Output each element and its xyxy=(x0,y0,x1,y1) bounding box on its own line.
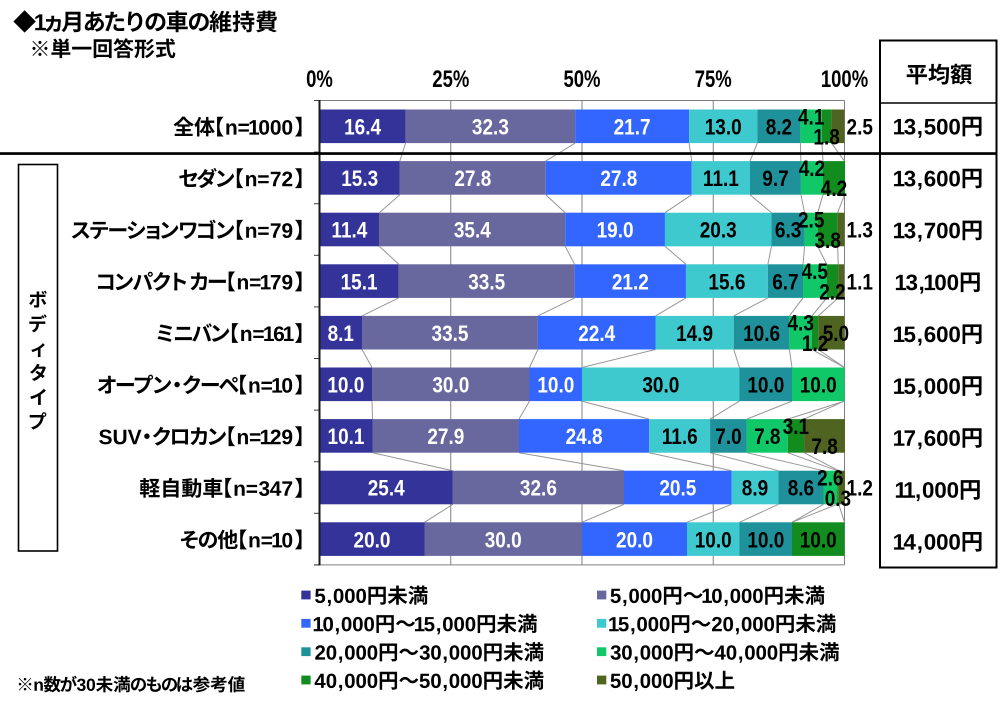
svg-text:7.8: 7.8 xyxy=(811,435,837,460)
svg-text:8.1: 8.1 xyxy=(328,322,354,347)
svg-text:25%: 25% xyxy=(432,66,469,93)
svg-text:10.0: 10.0 xyxy=(747,373,784,398)
svg-text:9.7: 9.7 xyxy=(762,167,788,192)
svg-text:0.3: 0.3 xyxy=(825,487,851,512)
svg-text:25.4: 25.4 xyxy=(368,476,406,501)
svg-text:27.8: 27.8 xyxy=(454,167,491,192)
svg-text:22.4: 22.4 xyxy=(578,322,616,347)
svg-text:32.6: 32.6 xyxy=(520,476,557,501)
svg-text:100%: 100% xyxy=(821,66,868,93)
svg-text:33.5: 33.5 xyxy=(432,322,469,347)
svg-text:35.4: 35.4 xyxy=(454,218,492,243)
svg-text:11.4: 11.4 xyxy=(331,218,367,243)
svg-text:2.5: 2.5 xyxy=(847,115,873,140)
svg-text:2.6: 2.6 xyxy=(817,466,843,491)
svg-text:20.3: 20.3 xyxy=(700,218,737,243)
svg-text:15.1: 15.1 xyxy=(341,270,378,295)
svg-text:8.6: 8.6 xyxy=(788,476,814,501)
svg-text:1.2: 1.2 xyxy=(802,332,828,357)
svg-text:7.8: 7.8 xyxy=(754,425,780,450)
svg-text:20.0: 20.0 xyxy=(616,528,653,553)
svg-text:1.2: 1.2 xyxy=(847,476,873,501)
svg-text:33.5: 33.5 xyxy=(468,270,505,295)
svg-text:27.8: 27.8 xyxy=(600,167,637,192)
svg-text:24.8: 24.8 xyxy=(566,425,603,450)
svg-text:10.0: 10.0 xyxy=(800,373,837,398)
svg-text:10.1: 10.1 xyxy=(328,425,365,450)
svg-text:10.0: 10.0 xyxy=(747,528,784,553)
svg-text:20.5: 20.5 xyxy=(659,476,696,501)
svg-text:10.0: 10.0 xyxy=(800,528,837,553)
svg-text:14.9: 14.9 xyxy=(676,322,713,347)
svg-text:8.2: 8.2 xyxy=(766,115,792,140)
svg-text:4.2: 4.2 xyxy=(821,177,847,202)
svg-text:4.2: 4.2 xyxy=(799,157,825,182)
svg-text:4.3: 4.3 xyxy=(787,311,813,336)
svg-text:11.6: 11.6 xyxy=(662,425,698,450)
svg-text:50%: 50% xyxy=(563,66,600,93)
svg-text:15.6: 15.6 xyxy=(708,270,745,295)
svg-text:2.2: 2.2 xyxy=(819,280,845,305)
svg-text:11.1: 11.1 xyxy=(703,167,739,192)
svg-text:27.9: 27.9 xyxy=(427,425,464,450)
svg-text:7.0: 7.0 xyxy=(715,425,741,450)
svg-text:32.3: 32.3 xyxy=(472,115,509,140)
svg-text:16.4: 16.4 xyxy=(344,115,382,140)
svg-text:2.5: 2.5 xyxy=(798,208,824,233)
svg-text:30.0: 30.0 xyxy=(432,373,469,398)
svg-text:10.0: 10.0 xyxy=(695,528,732,553)
svg-text:0%: 0% xyxy=(306,66,333,93)
svg-text:21.7: 21.7 xyxy=(614,115,651,140)
svg-text:19.0: 19.0 xyxy=(597,218,634,243)
svg-text:6.3: 6.3 xyxy=(775,218,801,243)
svg-text:8.9: 8.9 xyxy=(742,476,768,501)
svg-text:10.6: 10.6 xyxy=(743,322,780,347)
svg-text:1.8: 1.8 xyxy=(813,125,839,150)
svg-text:3.1: 3.1 xyxy=(783,415,809,440)
svg-text:4.1: 4.1 xyxy=(798,105,824,130)
svg-text:1.1: 1.1 xyxy=(847,270,873,295)
svg-text:13.0: 13.0 xyxy=(705,115,742,140)
svg-text:30.0: 30.0 xyxy=(642,373,679,398)
svg-text:20.0: 20.0 xyxy=(354,528,391,553)
svg-text:15.3: 15.3 xyxy=(341,167,378,192)
svg-text:3.8: 3.8 xyxy=(814,229,840,254)
svg-text:6.7: 6.7 xyxy=(772,270,798,295)
svg-text:10.0: 10.0 xyxy=(537,373,574,398)
svg-text:21.2: 21.2 xyxy=(612,270,649,295)
svg-text:75%: 75% xyxy=(695,66,732,93)
svg-text:10.0: 10.0 xyxy=(327,373,364,398)
svg-text:1.3: 1.3 xyxy=(847,218,873,243)
svg-text:30.0: 30.0 xyxy=(485,528,522,553)
svg-text:5.0: 5.0 xyxy=(823,322,849,347)
svg-text:4.5: 4.5 xyxy=(802,260,828,285)
